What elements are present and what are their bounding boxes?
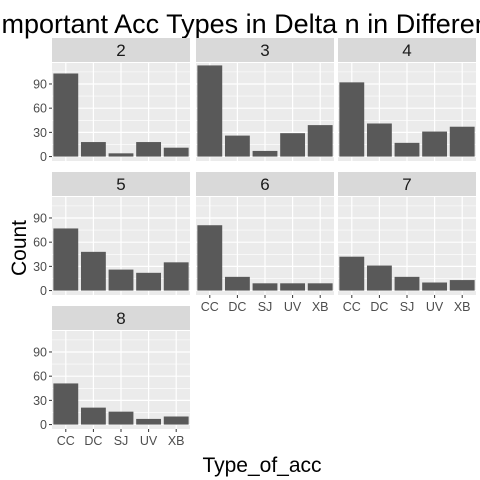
y-tick-label: 90 — [33, 77, 47, 91]
facet-strip-label: 6 — [260, 175, 269, 194]
bar-DC — [366, 123, 392, 157]
x-tick-label: DC — [84, 434, 102, 448]
y-tick-label: 90 — [33, 211, 47, 225]
facet-panels: 2 0 30 60 90 3 4 5 0 30 60 90 6 CC DC SJ UV XB 7 CC DC SJ UV XB… — [33, 38, 476, 448]
facet-panel-2: 2 0 30 60 90 — [33, 38, 190, 164]
bar-SJ — [252, 150, 278, 157]
facet-strip-label: 5 — [116, 175, 125, 194]
bar-CC — [339, 256, 365, 291]
bar-XB — [163, 262, 189, 291]
facet-panel-7: 7 CC DC SJ UV XB — [338, 172, 476, 314]
bar-XB — [307, 125, 333, 157]
facet-strip — [196, 172, 334, 196]
facet-panel-4: 4 — [338, 38, 476, 161]
x-tick-label: SJ — [258, 300, 273, 314]
bar-CC — [53, 73, 79, 157]
x-tick-label: SJ — [114, 434, 129, 448]
bar-SJ — [108, 269, 134, 291]
bar-XB — [307, 283, 333, 291]
bar-CC — [197, 225, 223, 291]
facet-strip — [196, 38, 334, 62]
x-tick-label: UV — [426, 300, 444, 314]
facet-panel-8: 8 0 30 60 90 CC DC SJ UV XB — [33, 306, 190, 448]
y-axis-title: Count — [8, 220, 31, 276]
facet-strip-label: 2 — [116, 41, 125, 60]
bar-UV — [136, 272, 162, 291]
x-tick-label: DC — [370, 300, 388, 314]
bar-XB — [163, 147, 189, 157]
bar-DC — [80, 251, 106, 291]
y-tick-label: 0 — [40, 150, 47, 164]
bar-XB — [449, 280, 475, 291]
y-tick-label: 60 — [33, 236, 47, 250]
bar-DC — [224, 135, 250, 157]
x-tick-label: XB — [312, 300, 329, 314]
facet-strip — [338, 172, 476, 196]
facet-strip-label: 3 — [260, 41, 269, 60]
chart-title: Important Acc Types in Delta n in Differ… — [0, 9, 480, 39]
y-tick-label: 30 — [33, 394, 47, 408]
y-tick-label: 30 — [33, 126, 47, 140]
y-tick-label: 60 — [33, 370, 47, 384]
facet-strip-label: 4 — [402, 41, 411, 60]
bar-XB — [449, 126, 475, 157]
bar-XB — [163, 416, 189, 425]
x-axis-title: Type_of_acc — [202, 454, 321, 477]
bar-SJ — [108, 411, 134, 425]
y-tick-label: 0 — [40, 284, 47, 298]
x-tick-label: CC — [57, 434, 75, 448]
x-tick-label: CC — [201, 300, 219, 314]
bar-DC — [224, 276, 250, 291]
y-tick-label: 30 — [33, 260, 47, 274]
bar-DC — [80, 407, 106, 425]
facet-strip-label: 8 — [116, 309, 125, 328]
x-tick-label: XB — [454, 300, 471, 314]
bar-DC — [80, 142, 106, 157]
bar-CC — [197, 65, 223, 157]
y-tick-label: 90 — [33, 345, 47, 359]
bar-CC — [53, 383, 79, 425]
x-tick-label: XB — [168, 434, 185, 448]
bar-SJ — [252, 283, 278, 291]
facet-strip — [52, 306, 190, 330]
x-tick-label: CC — [343, 300, 361, 314]
x-tick-label: DC — [228, 300, 246, 314]
bar-UV — [280, 283, 306, 291]
bar-DC — [366, 265, 392, 291]
bar-UV — [136, 418, 162, 425]
bar-SJ — [108, 153, 134, 157]
x-tick-label: SJ — [400, 300, 415, 314]
bar-UV — [422, 282, 448, 291]
bar-CC — [53, 228, 79, 291]
facet-panel-6: 6 CC DC SJ UV XB — [196, 172, 334, 314]
bar-SJ — [394, 276, 420, 291]
bar-UV — [136, 142, 162, 157]
facet-strip — [52, 172, 190, 196]
bar-CC — [339, 82, 365, 157]
facet-panel-3: 3 — [196, 38, 334, 161]
facet-strip-label: 7 — [402, 175, 411, 194]
y-tick-label: 0 — [40, 418, 47, 432]
facet-panel-5: 5 0 30 60 90 — [33, 172, 190, 298]
x-tick-label: UV — [284, 300, 302, 314]
facet-strip — [338, 38, 476, 62]
x-tick-label: UV — [140, 434, 158, 448]
bar-SJ — [394, 142, 420, 157]
bar-UV — [422, 131, 448, 157]
facet-strip — [52, 38, 190, 62]
bar-UV — [280, 133, 306, 157]
y-tick-label: 60 — [33, 102, 47, 116]
